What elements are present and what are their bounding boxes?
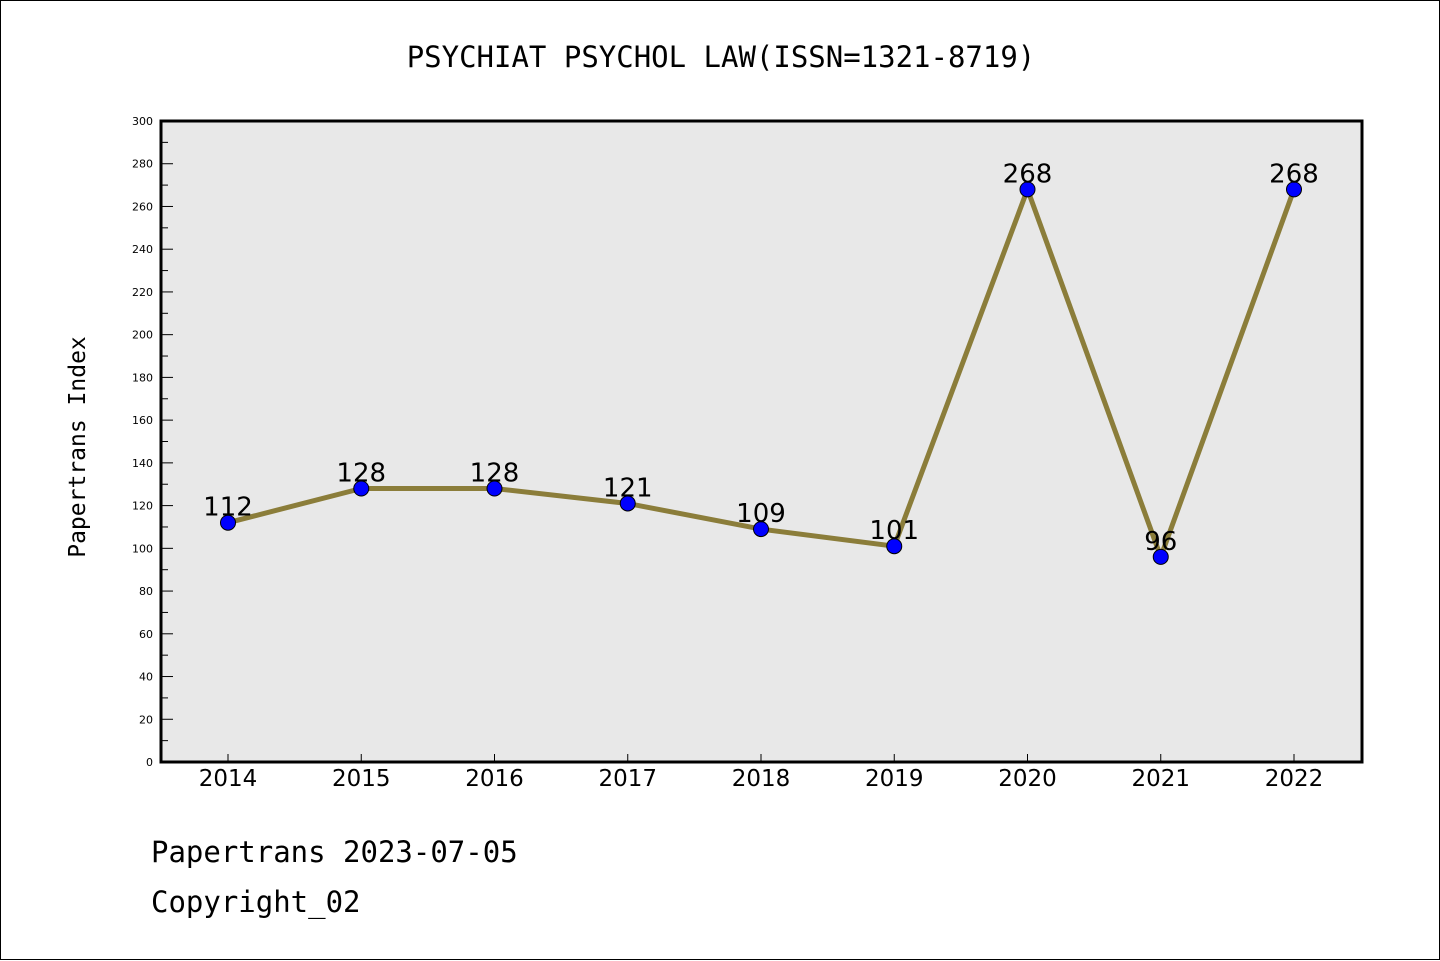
y-tick-label: 300: [132, 115, 153, 128]
data-label: 121: [603, 473, 653, 503]
data-point: [220, 514, 236, 531]
chart-title: PSYCHIAT PSYCHOL LAW(ISSN=1321-8719): [407, 40, 1036, 74]
x-tick-label: 2021: [1131, 766, 1190, 792]
y-tick-label: 40: [139, 671, 153, 684]
data-label: 268: [1269, 159, 1319, 189]
x-tick-label: 2020: [998, 766, 1057, 792]
y-tick-label: 220: [132, 286, 153, 299]
data-label: 101: [869, 516, 919, 546]
data-point: [1286, 181, 1302, 198]
footer-date-line: Papertrans 2023-07-05: [151, 835, 518, 869]
x-tick-label: 2018: [732, 766, 791, 792]
series-group: 112 128 128 121 109 101 268 96 268: [203, 159, 1319, 565]
x-tick-label: 2019: [865, 766, 924, 792]
data-point: [1152, 548, 1169, 565]
x-axis-ticks: 2014 2015 2016 2017 2018 2019 2020 2021 2022: [199, 754, 1324, 792]
x-tick-label: 2017: [598, 766, 657, 792]
y-tick-label: 100: [132, 542, 153, 555]
data-label: 96: [1144, 527, 1177, 557]
y-tick-label: 180: [132, 371, 153, 384]
data-label: 128: [336, 459, 386, 489]
y-tick-label: 200: [132, 329, 153, 342]
data-point: [619, 495, 636, 512]
y-axis-label: Papertrans Index: [65, 336, 91, 558]
y-tick-label: 60: [139, 628, 153, 641]
plot-area: [159, 119, 1364, 764]
x-tick-label: 2014: [199, 766, 258, 792]
x-tick-label: 2015: [332, 766, 391, 792]
data-point: [753, 521, 769, 538]
y-tick-label: 160: [132, 414, 153, 427]
y-tick-label: 240: [132, 243, 153, 256]
data-label: 109: [736, 499, 786, 529]
y-axis-ticks: 0 20 40 60 80 100 120 140 160 180 200 220 240 260 280 3…: [132, 115, 173, 769]
data-label: 112: [203, 493, 253, 523]
data-point: [486, 480, 503, 497]
y-tick-label: 260: [132, 200, 153, 213]
x-tick-label: 2022: [1265, 766, 1324, 792]
footer-copyright-line: Copyright_02: [151, 885, 361, 919]
x-tick-label: 2016: [465, 766, 524, 792]
y-tick-label: 120: [132, 500, 153, 513]
data-point: [353, 480, 370, 497]
y-tick-label: 80: [139, 585, 153, 598]
data-label: 128: [470, 459, 520, 489]
y-tick-label: 0: [146, 756, 153, 769]
y-tick-label: 140: [132, 457, 153, 470]
data-point: [886, 538, 903, 555]
y-tick-label: 20: [139, 713, 153, 726]
data-label: 268: [1003, 159, 1053, 189]
data-point: [1019, 181, 1036, 198]
y-tick-label: 280: [132, 158, 153, 171]
